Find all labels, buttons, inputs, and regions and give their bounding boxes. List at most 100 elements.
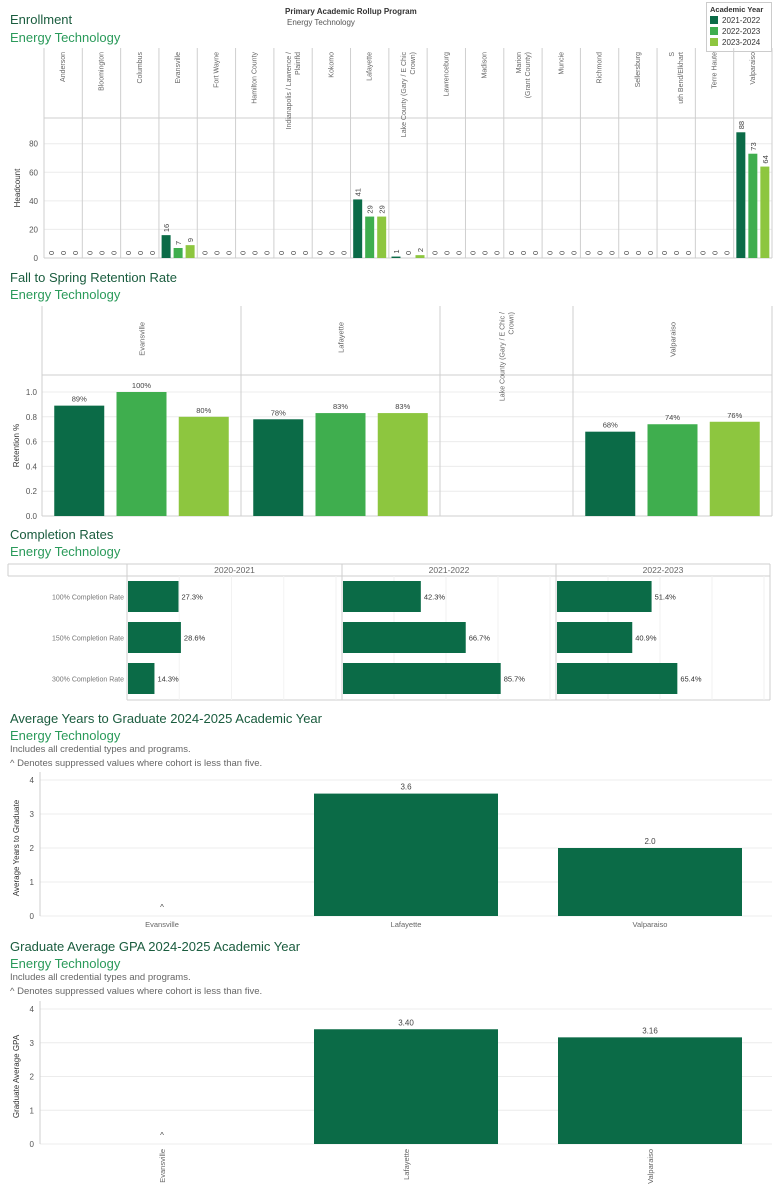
y-tick-label: 0.2	[26, 487, 38, 496]
bar	[391, 256, 401, 258]
bar-value-label: 65.4%	[680, 675, 702, 684]
bar	[116, 392, 167, 516]
y-axis-label: Retention %	[12, 424, 21, 468]
bar	[585, 431, 636, 516]
bar	[558, 1037, 742, 1144]
category-label: Evansville	[145, 920, 179, 929]
bar-value-label: 83%	[395, 402, 410, 411]
years-note-2: ^ Denotes suppressed values where cohort…	[10, 758, 263, 769]
bar	[54, 405, 105, 516]
bar-value-label: 88	[737, 121, 746, 129]
category-label: Evansville	[158, 1149, 167, 1183]
retention-section: Fall to Spring Retention Rate Energy Tec…	[0, 262, 780, 520]
bar	[343, 581, 421, 612]
academic-year-legend[interactable]: Academic Year 2021-2022 2022-2023 2023-2…	[706, 2, 772, 52]
bar-value-label: 0	[596, 251, 605, 255]
bar-value-label: 0	[251, 251, 260, 255]
y-tick-label: 40	[29, 197, 38, 206]
row-label: 150% Completion Rate	[52, 636, 124, 643]
row-label: 100% Completion Rate	[52, 595, 124, 602]
bar-value-label: 73	[749, 142, 758, 150]
bar	[253, 419, 304, 516]
category-label: Lafayette	[337, 322, 346, 353]
bar-value-label: 0	[47, 251, 56, 255]
bar	[315, 413, 366, 516]
bar	[557, 581, 652, 612]
bar-value-label: 83%	[333, 402, 348, 411]
bar-value-label: 0	[646, 251, 655, 255]
bar-value-label: 2	[416, 248, 425, 252]
bar	[557, 622, 633, 653]
category-label: Valparaiso	[750, 52, 757, 85]
completion-chart: 2020-2021 2021-2022 2022-2023 100% Completi…	[7, 563, 771, 701]
category-label: Madison	[482, 52, 489, 79]
legend-title: Academic Year	[710, 5, 764, 14]
y-tick-label: 0.8	[26, 413, 38, 422]
bar-value-label: 0	[148, 251, 157, 255]
bar-value-label: 2.0	[644, 837, 656, 846]
bar-value-label: 74%	[665, 413, 680, 422]
category-label: Valparaiso	[646, 1149, 655, 1184]
bar-value-label: 0	[315, 251, 324, 255]
legend-item-2023-2024[interactable]: 2023-2024	[710, 37, 768, 47]
gpa-note-1: Includes all credential types and progra…	[10, 972, 191, 983]
category-label: Kokomo	[328, 52, 335, 78]
bar	[343, 622, 466, 653]
y-axis-label: Graduate Average GPA	[12, 1034, 21, 1118]
bar-value-label: 80%	[196, 406, 211, 415]
filter-value[interactable]: Energy Technology	[287, 18, 355, 27]
bar-value-label: 0	[109, 251, 118, 255]
years-section: Average Years to Graduate 2024-2025 Acad…	[0, 705, 780, 940]
gpa-section: Graduate Average GPA 2024-2025 Academic …	[0, 935, 780, 1200]
bar-value-label: 0	[212, 251, 221, 255]
bar-value-label: 0	[531, 251, 540, 255]
bar-value-label: 66.7%	[469, 634, 491, 643]
bar-value-label: 0	[622, 251, 631, 255]
category-label: Lafayette	[391, 920, 422, 929]
y-tick-label: 3	[30, 1039, 35, 1048]
bar	[365, 216, 375, 258]
bar	[314, 1029, 498, 1144]
legend-label: 2023-2024	[722, 37, 761, 47]
legend-item-2021-2022[interactable]: 2021-2022	[710, 15, 768, 25]
filter-title: Primary Academic Rollup Program	[285, 7, 417, 16]
bar-value-label: 0	[723, 251, 732, 255]
gpa-title: Graduate Average GPA 2024-2025 Academic …	[10, 939, 301, 954]
bar-value-label: 16	[162, 224, 171, 232]
enrollment-title: Enrollment	[10, 12, 73, 27]
years-note-1: Includes all credential types and progra…	[10, 744, 191, 755]
bar-value-label: 0	[557, 251, 566, 255]
bar-value-label: 0	[339, 251, 348, 255]
bar-value-label: 28.6%	[184, 634, 206, 643]
bar-value-label: 0	[684, 251, 693, 255]
bar-value-label: 14.3%	[157, 675, 179, 684]
bar-value-label: 42.3%	[424, 593, 446, 602]
bar-value-label: 27.3%	[182, 593, 204, 602]
bar-value-label: 0	[263, 251, 272, 255]
bar-value-label: 0	[507, 251, 516, 255]
gpa-subtitle: Energy Technology	[10, 956, 121, 971]
bar-value-label: 0	[301, 251, 310, 255]
bar-value-label: 0	[442, 251, 451, 255]
category-label: Fort Wayne	[213, 52, 220, 88]
legend-swatch	[710, 38, 718, 46]
bar-value-label: 64	[761, 155, 770, 163]
y-tick-label: 0.0	[26, 512, 38, 520]
bar-value-label: 0	[545, 251, 554, 255]
bar-value-label: 0	[404, 251, 413, 255]
y-tick-label: 4	[30, 1005, 35, 1014]
y-tick-label: 20	[29, 225, 38, 234]
y-tick-label: 3	[30, 810, 35, 819]
column-header: 2020-2021	[214, 565, 255, 575]
bar-value-label: 0	[277, 251, 286, 255]
category-label: Evansville	[175, 52, 182, 84]
legend-swatch	[710, 16, 718, 24]
category-label: Muncie	[558, 52, 565, 75]
legend-label: 2022-2023	[722, 26, 761, 36]
bar-value-label: 1	[392, 249, 401, 253]
legend-item-2022-2023[interactable]: 2022-2023	[710, 26, 768, 36]
bar-value-label: 0	[239, 251, 248, 255]
bar	[647, 424, 698, 516]
y-tick-label: 2	[30, 1073, 35, 1082]
